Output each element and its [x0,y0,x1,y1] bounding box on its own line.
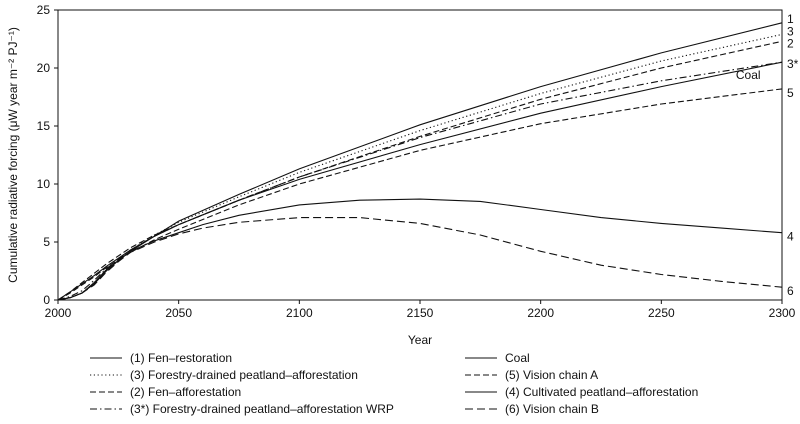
x-tick-label: 2200 [527,306,554,320]
legend-label-2-fen-afforestation: (2) Fen–afforestation [130,385,241,399]
x-tick-label: 2000 [45,306,72,320]
series-group [57,22,783,301]
series-line-5-vision-chain-a [57,88,783,301]
x-tick-label: 2050 [165,306,192,320]
x-axis: 2000 2050 2100 2150 2200 2250 2300 [45,300,796,320]
end-label-2: 2 [787,36,794,50]
series-line-4-cultivated-peatland-afforestation [57,198,783,301]
y-tick-label: 10 [37,177,51,191]
y-tick-label: 20 [37,61,51,75]
series-line-3-forestry-drained-peatland-afforestation [57,33,783,301]
end-label-3: 3 [787,24,794,38]
x-tick-label: 2150 [407,306,434,320]
end-label-3: 3* [787,57,799,71]
series-line-2-fen-afforestation [57,40,783,301]
y-axis: 0 5 10 15 20 25 [37,3,58,307]
end-label-coal: Coal [736,68,761,82]
end-label-1: 1 [787,12,794,26]
x-axis-label: Year [408,333,432,347]
legend-label-3-forestry-drained-peatland-afforestation-wrp: (3*) Forestry-drained peatland–afforesta… [130,402,394,416]
x-tick-label: 2300 [769,306,796,320]
end-labels: 132 3* Coal 5 4 6 [736,12,799,298]
y-tick-label: 5 [43,235,50,249]
plot-frame [57,9,783,301]
end-label-4: 4 [787,230,794,244]
x-tick-label: 2100 [286,306,313,320]
legend-label-coal: Coal [505,351,530,365]
end-label-6: 6 [787,284,794,298]
y-axis-label: Cumulative radiative forcing (μW year m⁻… [6,27,20,283]
legend: (1) Fen–restoration (3) Forestry-drained … [90,351,698,416]
x-tick-label: 2250 [648,306,675,320]
y-tick-label: 0 [43,293,50,307]
legend-label-4-cultivated-peatland-afforestation: (4) Cultivated peatland–afforestation [505,385,698,399]
legend-label-1-fen-restoration: (1) Fen–restoration [130,351,232,365]
end-label-5: 5 [787,86,794,100]
legend-label-5-vision-chain-a: (5) Vision chain A [505,368,598,382]
series-line-1-fen-restoration [57,22,783,301]
series-line-3-forestry-drained-peatland-afforestation-wrp [57,61,783,301]
legend-label-6-vision-chain-b: (6) Vision chain B [505,402,599,416]
y-tick-label: 25 [37,3,51,17]
y-tick-label: 15 [37,119,51,133]
series-line-coal [57,61,783,301]
legend-label-3-forestry-drained-peatland-afforestation: (3) Forestry-drained peatland–afforestat… [130,368,358,382]
series-line-6-vision-chain-b [57,217,783,301]
